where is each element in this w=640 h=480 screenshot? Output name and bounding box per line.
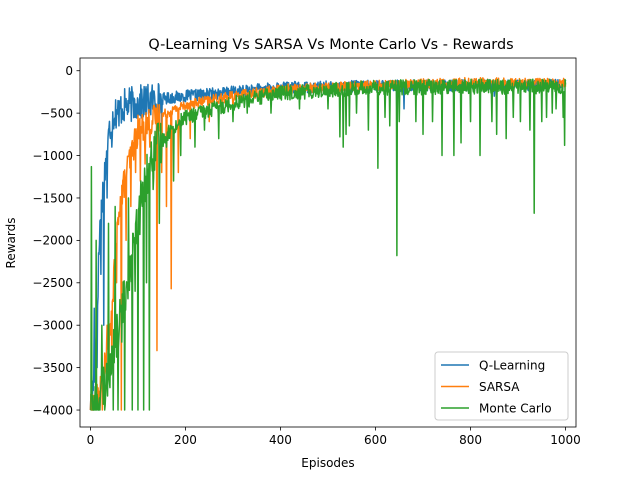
y-axis-ticks: 0 −500 −1000 −1500 −2000 −2500 −3000 −3500 −4000 bbox=[32, 64, 80, 417]
x-axis-ticks: 0 200 400 600 800 1000 bbox=[87, 427, 581, 447]
x-tick-label: 400 bbox=[269, 433, 292, 447]
y-tick-label: −3500 bbox=[32, 361, 73, 375]
x-tick-label: 1000 bbox=[550, 433, 581, 447]
plot-frame bbox=[79, 57, 577, 428]
x-tick-label: 800 bbox=[459, 433, 482, 447]
legend: Q-Learning SARSA Monte Carlo bbox=[434, 351, 569, 421]
plot-lines bbox=[89, 76, 567, 411]
y-tick-label: −1000 bbox=[32, 149, 73, 163]
y-axis-label: Rewards bbox=[4, 218, 18, 269]
legend-label: Monte Carlo bbox=[479, 401, 552, 415]
y-tick-label: 0 bbox=[65, 64, 73, 78]
x-tick-label: 600 bbox=[364, 433, 387, 447]
x-axis-label: Episodes bbox=[301, 456, 354, 470]
legend-label: Q-Learning bbox=[479, 358, 545, 372]
x-tick-label: 0 bbox=[87, 433, 95, 447]
chart-title: Q-Learning Vs SARSA Vs Monte Carlo Vs - … bbox=[148, 37, 513, 53]
y-tick-label: −4000 bbox=[32, 403, 73, 417]
series-line-monte-carlo bbox=[90, 78, 567, 411]
x-tick-label: 200 bbox=[174, 433, 197, 447]
y-tick-label: −1500 bbox=[32, 191, 73, 205]
y-tick-label: −3000 bbox=[32, 319, 73, 333]
legend-box bbox=[434, 351, 569, 421]
legend-label: SARSA bbox=[479, 380, 520, 394]
y-tick-label: −2500 bbox=[32, 276, 73, 290]
y-tick-label: −2000 bbox=[32, 234, 73, 248]
y-tick-label: −500 bbox=[40, 106, 73, 120]
